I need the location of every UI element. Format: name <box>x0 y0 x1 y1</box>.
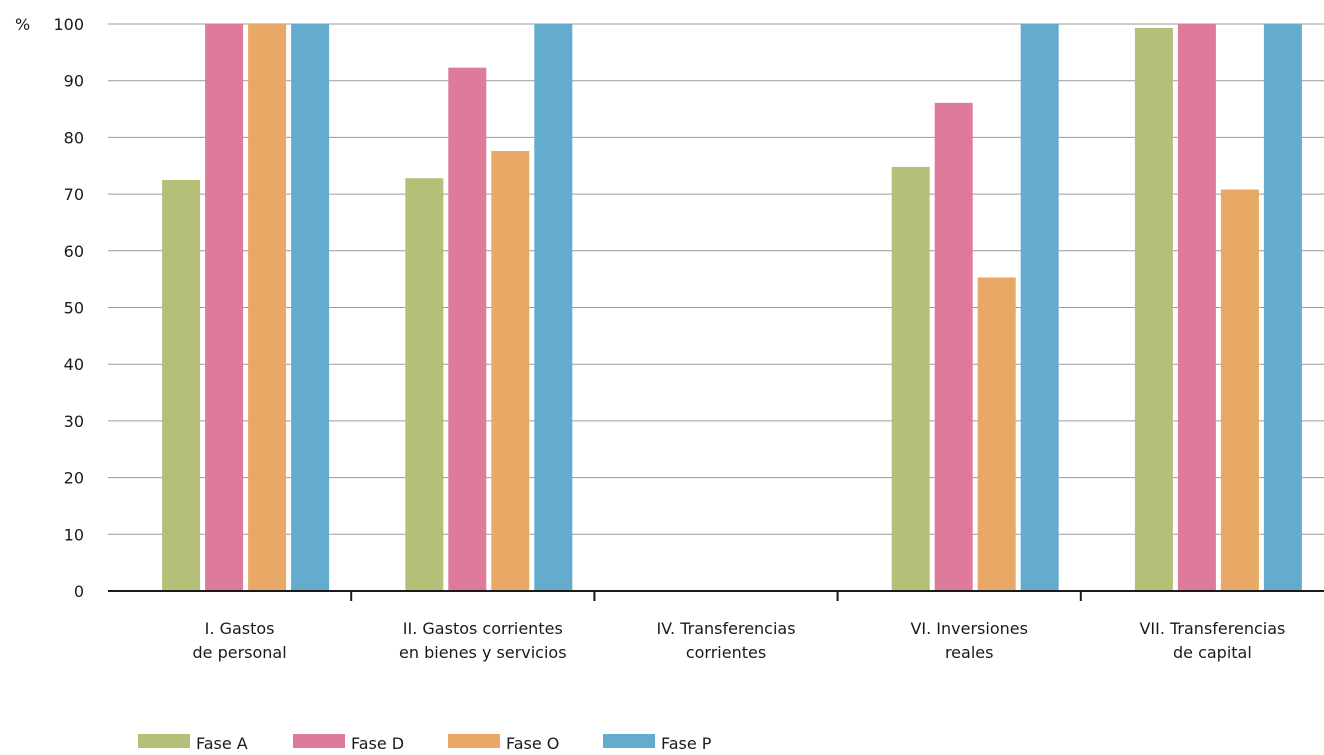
x-category-label: IV. Transferencias <box>656 619 795 638</box>
y-tick-label: 70 <box>64 185 84 204</box>
legend-swatch <box>603 734 655 748</box>
bar-fase-p <box>1020 24 1059 591</box>
bar-fase-p <box>1263 24 1302 591</box>
bar-fase-o <box>1220 189 1259 591</box>
bar-fase-p <box>534 24 573 591</box>
bar-fase-d <box>205 24 244 591</box>
legend-swatch <box>448 734 500 748</box>
y-tick-label: 60 <box>64 242 84 261</box>
y-tick-label: 100 <box>53 15 84 34</box>
y-unit-label: % <box>15 15 30 34</box>
legend-swatch <box>138 734 190 748</box>
legend-label: Fase O <box>506 734 559 751</box>
x-category-label: de capital <box>1173 643 1252 662</box>
x-category-label: I. Gastos <box>205 619 275 638</box>
x-category-label: VII. Transferencias <box>1139 619 1285 638</box>
legend-label: Fase P <box>661 734 712 751</box>
y-tick-label: 20 <box>64 469 84 488</box>
x-axis <box>108 590 1324 601</box>
y-tick-label: 30 <box>64 412 84 431</box>
x-category-label: de personal <box>193 643 287 662</box>
legend-label: Fase D <box>351 734 404 751</box>
bar-fase-a <box>1134 27 1173 592</box>
bar-fase-o <box>248 24 287 591</box>
bar-fase-p <box>291 24 330 591</box>
y-tick-label: 50 <box>64 299 84 318</box>
x-category-label: corrientes <box>686 643 766 662</box>
y-tick-label: 40 <box>64 355 84 374</box>
x-category-label: II. Gastos corrientes <box>403 619 563 638</box>
bar-fase-a <box>162 179 201 592</box>
bars <box>162 24 1302 592</box>
y-tick-label: 10 <box>64 525 84 544</box>
bar-fase-a <box>405 178 444 591</box>
legend: Fase A Fase D Fase O Fase P <box>138 734 712 753</box>
y-tick-label: 90 <box>64 72 84 91</box>
category-labels: I. Gastos de personal II. Gastos corriente… <box>193 619 1286 662</box>
x-category-label: VI. Inversiones <box>910 619 1027 638</box>
bar-fase-o <box>977 277 1016 591</box>
legend-label: Fase A <box>196 734 248 751</box>
x-category-label: reales <box>945 643 994 662</box>
y-axis-ticks: 0 10 20 30 40 50 60 70 80 90 100 <box>53 15 84 601</box>
bar-fase-d <box>934 102 973 592</box>
bar-fase-o <box>491 151 530 591</box>
bar-fase-d <box>1177 24 1216 591</box>
x-category-label: en bienes y servicios <box>399 643 567 662</box>
y-tick-label: 80 <box>64 128 84 147</box>
bar-fase-d <box>448 67 487 591</box>
y-tick-label: 0 <box>74 582 84 601</box>
bar-fase-a <box>891 166 930 591</box>
legend-swatch <box>293 734 345 748</box>
